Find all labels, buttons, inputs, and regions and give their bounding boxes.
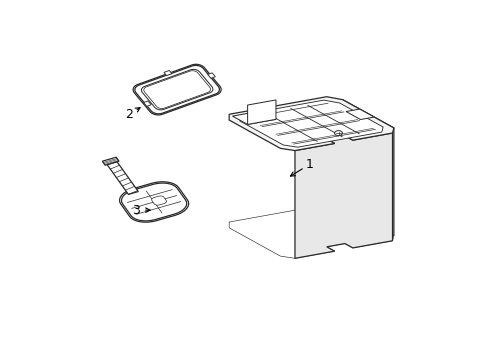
Polygon shape <box>133 64 221 115</box>
Polygon shape <box>346 109 373 120</box>
Polygon shape <box>229 97 393 150</box>
Polygon shape <box>143 71 210 108</box>
Polygon shape <box>141 69 212 110</box>
Text: 3: 3 <box>132 204 140 217</box>
Polygon shape <box>121 183 186 221</box>
Polygon shape <box>247 100 275 125</box>
Polygon shape <box>107 162 138 194</box>
Text: 2: 2 <box>125 108 133 121</box>
Polygon shape <box>135 66 219 114</box>
Polygon shape <box>163 71 172 76</box>
Ellipse shape <box>334 131 342 136</box>
Polygon shape <box>229 204 393 258</box>
Polygon shape <box>342 100 393 236</box>
Polygon shape <box>143 101 151 106</box>
Polygon shape <box>294 133 392 258</box>
Polygon shape <box>240 100 382 147</box>
Polygon shape <box>151 196 166 205</box>
Polygon shape <box>207 73 215 78</box>
Text: 1: 1 <box>305 158 313 171</box>
Polygon shape <box>102 157 119 165</box>
Polygon shape <box>232 111 275 125</box>
Polygon shape <box>119 182 188 222</box>
